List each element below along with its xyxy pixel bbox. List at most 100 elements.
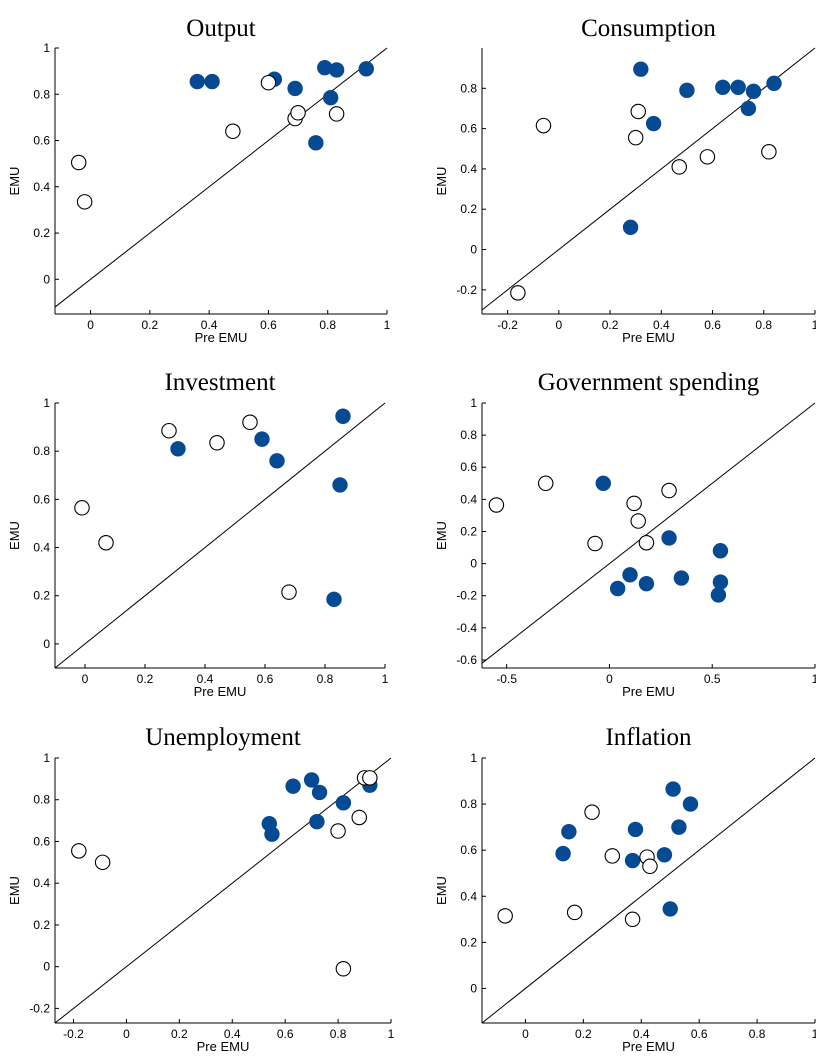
diagonal-reference-line (54, 757, 392, 1024)
data-point-filled (662, 901, 678, 917)
data-point-filled (322, 90, 339, 106)
data-point-open (587, 535, 603, 552)
y-tick-label: 0.2 (460, 202, 477, 216)
diagonal-reference-line (481, 402, 816, 664)
y-tick-label: -0.6 (456, 653, 477, 667)
y-tick-label: -0.2 (29, 1001, 50, 1015)
x-tick-label: 0.2 (602, 318, 619, 332)
diagonal-reference-line (481, 47, 816, 311)
data-point-filled (633, 61, 649, 77)
y-axis-label: EMU (434, 167, 449, 196)
data-point-open (225, 123, 241, 140)
x-tick-label: 0.4 (653, 318, 670, 332)
y-axis-label: EMU (434, 521, 449, 550)
y-tick-label: -0.2 (456, 283, 477, 297)
data-point-filled (712, 543, 729, 559)
x-tick-label: 0.4 (224, 1027, 241, 1041)
data-point-open (627, 129, 644, 146)
y-tick-label: 1 (43, 41, 50, 55)
x-tick-label: 1 (812, 672, 816, 686)
y-tick-label: 0.6 (460, 122, 477, 136)
y-tick-label: -0.4 (456, 621, 477, 635)
data-point-filled (766, 75, 782, 91)
data-point-open (351, 809, 368, 826)
data-point-filled (332, 477, 348, 493)
x-tick-label: 0.6 (277, 1027, 294, 1041)
x-tick-label: 0 (606, 672, 613, 686)
y-tick-label: 0.4 (460, 889, 477, 903)
panel-title: Unemployment (145, 724, 301, 751)
data-point-filled (656, 847, 673, 863)
panel-title: Consumption (581, 15, 716, 42)
x-tick-label: -0.2 (63, 1027, 84, 1041)
panel-3: Government spending -0.5 0 0.5 1 -0.6 -0.4 -0.2… (434, 369, 816, 699)
diagonal-reference-line (54, 47, 388, 308)
panel-2: Investment 0 0.2 0.4 0.6 0.8 1 0 0.2 0.4 0.6 0.8 1 Pr… (7, 369, 389, 699)
data-point-filled (311, 784, 328, 801)
data-point-filled (335, 795, 352, 811)
data-point-open (328, 106, 345, 122)
x-tick-label: 0.8 (319, 318, 336, 332)
x-tick-label: 0.4 (201, 318, 218, 332)
data-point-filled (730, 79, 746, 95)
y-tick-label: 0.8 (460, 797, 477, 811)
data-point-open (566, 904, 583, 921)
data-point-open (510, 285, 526, 301)
data-point-filled (638, 575, 655, 592)
x-tick-label: 0.5 (704, 672, 721, 686)
data-point-filled (645, 115, 662, 132)
x-tick-label: 0 (82, 672, 89, 686)
data-point-filled (303, 772, 320, 788)
x-tick-label: 0.6 (257, 672, 274, 686)
y-tick-label: 0 (43, 272, 50, 286)
data-point-filled (328, 62, 345, 78)
x-tick-label: 0.6 (704, 318, 721, 332)
data-point-open (497, 908, 513, 924)
data-point-open (535, 117, 552, 134)
data-point-filled (335, 408, 351, 424)
data-point-open (630, 103, 647, 120)
x-tick-label: 0.2 (142, 318, 159, 332)
x-axis-label: Pre EMU (622, 330, 675, 345)
data-point-filled (682, 796, 699, 812)
panel-title: Output (186, 15, 256, 42)
x-tick-label: 1 (812, 1027, 816, 1041)
y-tick-label: 0.6 (33, 134, 50, 148)
data-point-filled (679, 82, 695, 99)
data-point-filled (326, 591, 342, 608)
panel-0: Output 0 0.2 0.4 0.6 0.8 1 0 0.2 0.4 0.6 0.8 1 Pre EM… (7, 15, 391, 345)
data-point-open (330, 823, 346, 839)
data-point-open (626, 495, 642, 512)
data-point-open (209, 434, 225, 451)
x-tick-label: 0.2 (171, 1027, 188, 1041)
data-point-filled (254, 431, 270, 447)
data-point-open (94, 854, 111, 871)
data-point-filled (622, 567, 638, 583)
y-tick-label: 0.2 (460, 935, 477, 949)
x-tick-label: 0.6 (691, 1027, 708, 1041)
y-tick-label: 0 (43, 960, 50, 974)
y-tick-label: 0.2 (33, 918, 50, 932)
y-axis-label: EMU (7, 521, 22, 550)
data-point-filled (661, 530, 677, 546)
data-point-open (638, 534, 655, 551)
data-point-filled (285, 778, 301, 794)
x-tick-label: 0 (123, 1027, 130, 1041)
data-point-open (70, 154, 87, 171)
x-tick-label: 0.4 (197, 672, 214, 686)
y-tick-label: 1 (470, 751, 477, 765)
data-point-filled (561, 824, 577, 840)
data-point-open (335, 960, 352, 977)
y-tick-label: 0.6 (33, 492, 50, 506)
x-tick-label: 0.8 (755, 318, 772, 332)
data-point-open (624, 911, 641, 928)
data-point-filled (189, 73, 205, 90)
panel-title: Inflation (605, 724, 692, 751)
data-point-filled (710, 587, 727, 603)
x-axis-label: Pre EMU (622, 1039, 675, 1054)
y-tick-label: 0.4 (33, 876, 50, 890)
y-tick-label: 0 (43, 637, 50, 651)
x-tick-label: 0.2 (575, 1027, 592, 1041)
y-axis-label: EMU (7, 167, 22, 196)
